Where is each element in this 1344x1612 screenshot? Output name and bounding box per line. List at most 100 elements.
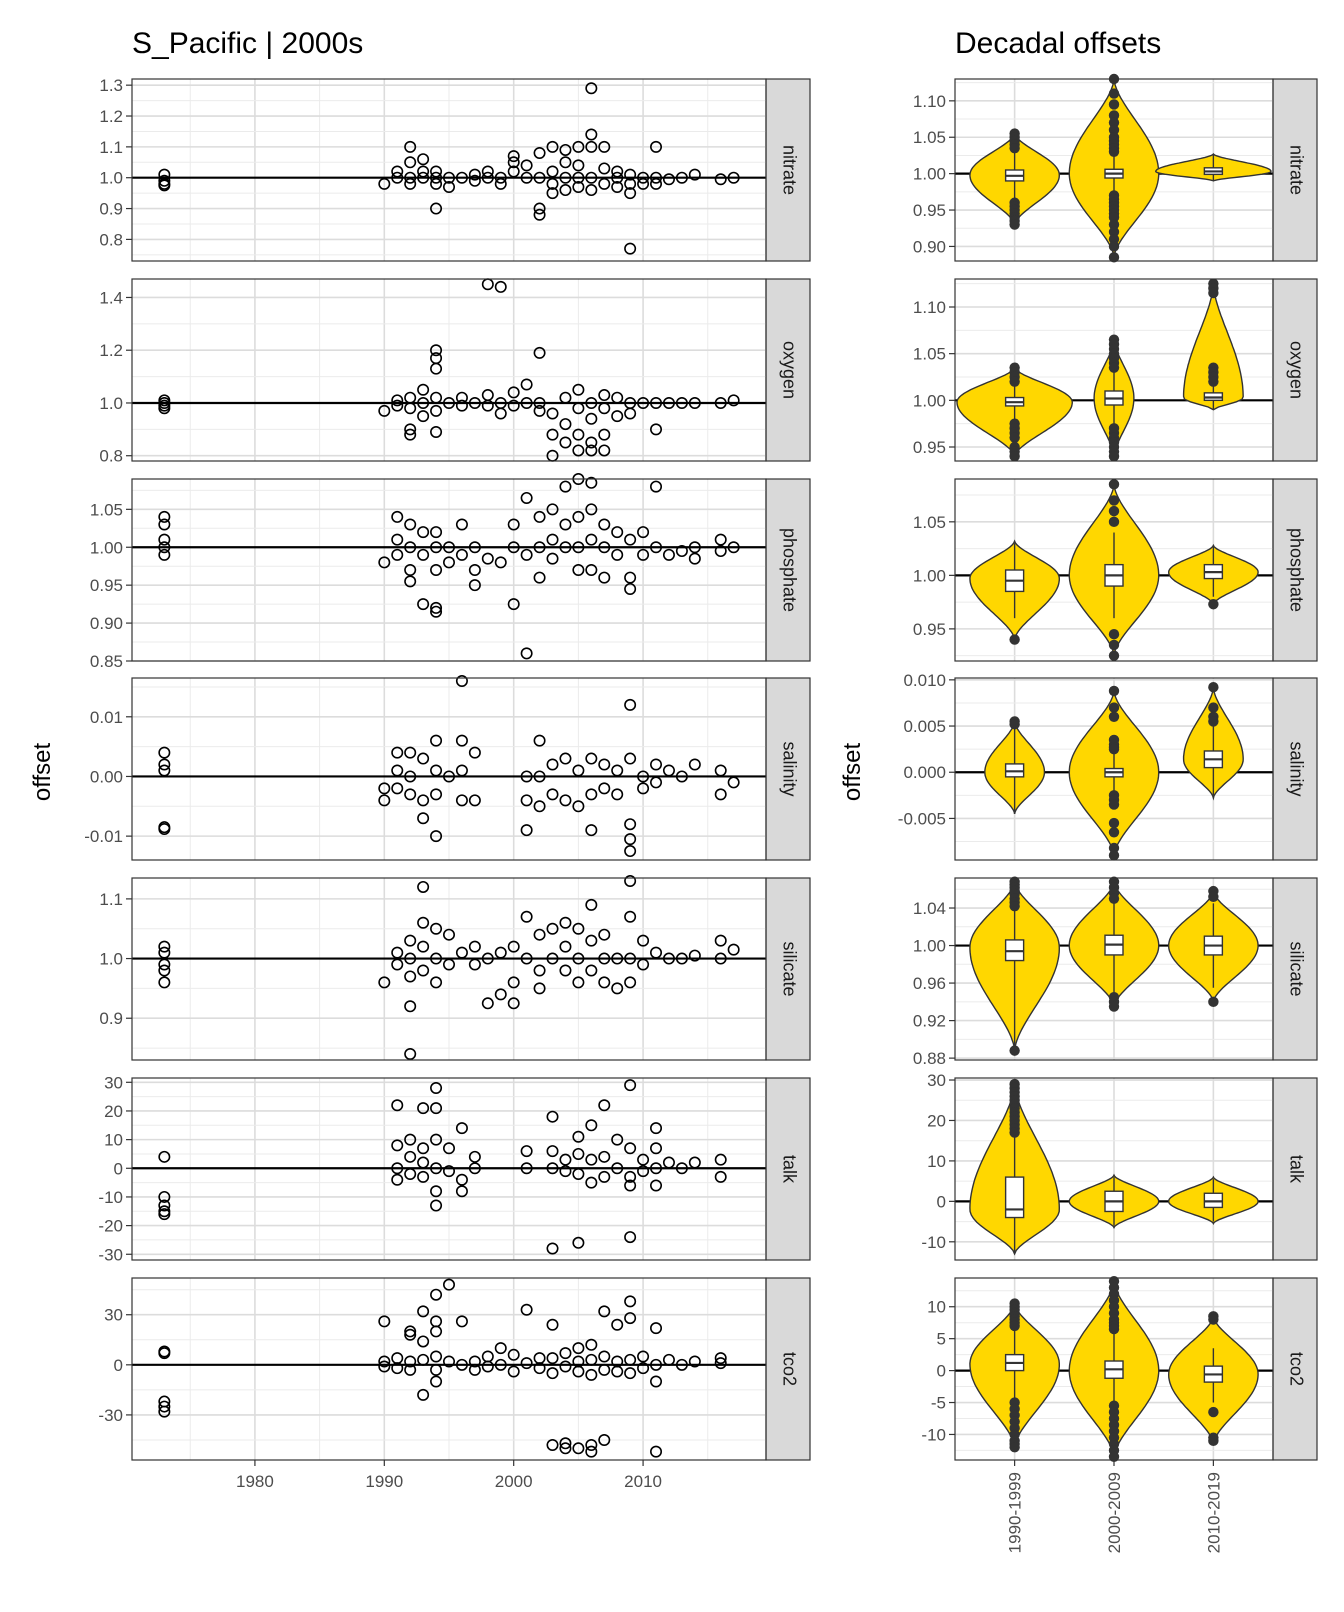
data-point — [598, 140, 611, 153]
data-point — [533, 171, 546, 184]
data-point — [430, 922, 443, 935]
data-point — [624, 818, 637, 831]
data-point — [455, 1122, 468, 1135]
data-point — [430, 1325, 443, 1338]
y-tick-label: 20 — [104, 1102, 123, 1121]
data-point — [430, 976, 443, 989]
data-point — [533, 928, 546, 941]
data-point — [404, 1325, 417, 1338]
data-point — [559, 518, 572, 531]
data-point — [158, 174, 171, 187]
strip-box — [1272, 877, 1318, 1061]
data-point — [494, 946, 507, 959]
data-point — [624, 1231, 637, 1244]
violin-group-2010-2019 — [1182, 278, 1244, 411]
data-point — [533, 571, 546, 584]
data-point — [158, 976, 171, 989]
data-point — [650, 396, 663, 409]
data-point — [727, 394, 740, 407]
outlier-point — [1108, 451, 1120, 462]
data-point — [650, 1445, 663, 1458]
data-point — [391, 394, 404, 407]
x-tick-label: 2010-2019 — [1204, 1472, 1223, 1553]
y-tick-label: 1.05 — [913, 128, 946, 147]
y-tick-label: 1.00 — [913, 566, 946, 585]
outlier-point — [1108, 817, 1120, 829]
data-point — [391, 165, 404, 178]
y-tick-label: 10 — [927, 1152, 946, 1171]
data-point — [468, 958, 481, 971]
panel-border — [954, 1077, 1274, 1261]
data-point — [442, 1278, 455, 1291]
data-point — [404, 402, 417, 415]
data-point — [572, 1236, 585, 1249]
data-point — [585, 1445, 598, 1458]
data-point — [559, 1165, 572, 1178]
outlier-point — [1009, 142, 1020, 154]
data-point — [468, 794, 481, 807]
data-point — [650, 177, 663, 190]
data-point — [430, 601, 443, 614]
data-point — [650, 140, 663, 153]
strip-box — [1272, 278, 1318, 462]
y-tick-label: 1.04 — [913, 899, 946, 918]
data-point — [598, 389, 611, 402]
outlier-point — [1009, 1320, 1020, 1332]
data-point — [624, 1312, 637, 1325]
data-point — [714, 533, 727, 546]
data-point — [442, 396, 455, 409]
data-point — [675, 770, 688, 783]
data-point — [559, 143, 572, 156]
data-point — [520, 396, 533, 409]
data-point — [572, 764, 585, 777]
data-point — [546, 177, 559, 190]
data-point — [559, 156, 572, 169]
data-point — [650, 1142, 663, 1155]
data-point — [585, 396, 598, 409]
violin-panel-salinity: salinity -0.005 0.000 0.005 0.010 — [898, 671, 1318, 861]
outlier-point — [1009, 634, 1020, 645]
data-point — [378, 177, 391, 190]
y-tick-label: -10 — [98, 1188, 123, 1207]
data-point — [662, 548, 675, 561]
data-point — [417, 153, 430, 166]
y-tick-label: 10 — [927, 1298, 946, 1317]
data-point — [637, 958, 650, 971]
x-tick-label: 2000-2009 — [1105, 1472, 1124, 1553]
x-tick-label: 1990-1999 — [1006, 1472, 1025, 1553]
data-point — [585, 140, 598, 153]
data-point — [598, 428, 611, 441]
strip-box — [1272, 677, 1318, 861]
data-point — [624, 1367, 637, 1380]
y-tick-label: 0.95 — [913, 201, 946, 220]
strip-box — [1272, 1277, 1318, 1461]
data-point — [404, 746, 417, 759]
data-point — [494, 171, 507, 184]
data-point — [533, 404, 546, 417]
data-point — [468, 940, 481, 953]
data-point — [404, 788, 417, 801]
violin-group-2000-2009 — [1068, 1173, 1160, 1230]
violin-group-2010-2019 — [1154, 153, 1272, 182]
data-point — [688, 396, 701, 409]
strip-label-salinity: salinity — [779, 741, 799, 796]
outlier-point — [1108, 495, 1120, 506]
data-point — [430, 952, 443, 965]
data-point — [430, 202, 443, 215]
data-point — [404, 934, 417, 947]
panel-border — [131, 478, 767, 662]
data-point — [417, 1335, 430, 1348]
data-point — [572, 976, 585, 989]
y-tick-label: 0.8 — [99, 447, 123, 466]
data-point — [507, 598, 520, 611]
x-tick-label: 2010 — [624, 1472, 662, 1491]
outlier-point — [1208, 376, 1219, 387]
data-point — [585, 752, 598, 765]
data-point — [417, 940, 430, 953]
data-point — [598, 1363, 611, 1376]
data-point — [546, 952, 559, 965]
data-point — [391, 1162, 404, 1175]
data-point — [158, 548, 171, 561]
data-point — [624, 874, 637, 887]
violin-group-1990-1999 — [969, 1298, 1060, 1453]
